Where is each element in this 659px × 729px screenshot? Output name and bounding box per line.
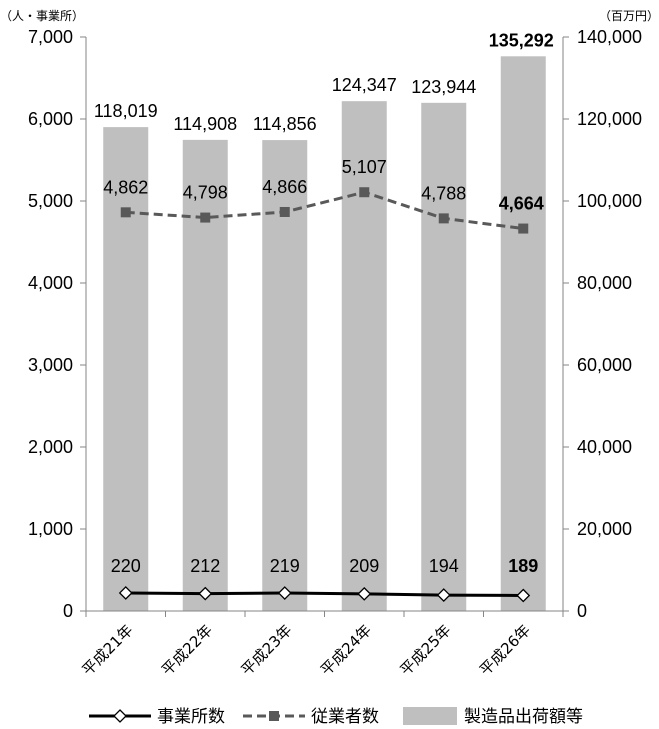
bar-data-label: 114,908 [173, 114, 237, 134]
legend-label-employees: 従業者数 [311, 707, 379, 727]
x-tick-label: 平成21年 [79, 621, 137, 679]
marker-establishments-5 [436, 588, 451, 603]
right-tick-label: 80,000 [577, 273, 632, 293]
legend-marker-employees [269, 711, 279, 721]
x-tick-label: 平成26年 [476, 621, 534, 679]
x-tick-label: 平成24年 [317, 621, 375, 679]
bar-data-label: 118,019 [94, 101, 158, 121]
legend-swatch-shipments [403, 707, 457, 725]
left-tick-label: 6,000 [28, 109, 73, 129]
left-tick-label: 0 [63, 601, 73, 621]
marker-establishments-4 [357, 586, 372, 601]
lines-layer [118, 187, 531, 603]
line-employees [125, 190, 524, 231]
establishments-data-label: 209 [349, 556, 379, 576]
establishments-data-label: 219 [270, 556, 300, 576]
marker-employees-1 [120, 207, 131, 218]
employees-data-label: 4,862 [103, 177, 148, 197]
right-axis-unit: （百万円） [599, 9, 659, 23]
marker-establishments-3 [277, 586, 292, 600]
left-tick-label: 5,000 [28, 191, 73, 211]
bar-shipment-2 [182, 139, 228, 611]
bar-data-label: 135,292 [489, 30, 554, 50]
bar-shipment-5 [421, 102, 467, 612]
labels-layer: 118,019 114,908 114,856 124,347 123,944 135,2… [94, 30, 554, 576]
marker-employees-5 [438, 213, 449, 224]
marker-establishments-6 [516, 588, 531, 603]
employees-data-label: 4,866 [262, 177, 307, 197]
right-tick-label: 120,000 [577, 109, 642, 129]
establishments-data-label: 194 [429, 556, 459, 576]
legend-label-establishments: 事業所数 [157, 707, 225, 727]
bar-shipment-4 [341, 101, 387, 611]
left-axis-unit: （人・事業所） [0, 9, 84, 23]
left-tick-label: 7,000 [28, 27, 73, 47]
left-tick-label: 3,000 [28, 355, 73, 375]
legend-marker-establishments [113, 709, 127, 723]
right-tick-label: 20,000 [577, 519, 632, 539]
marker-employees-2 [200, 212, 211, 223]
right-tick-label: 60,000 [577, 355, 632, 375]
establishments-data-label: 212 [190, 556, 220, 576]
employees-data-label: 4,664 [499, 194, 544, 214]
marker-employees-4 [359, 187, 370, 198]
marker-employees-3 [279, 206, 290, 217]
line-establishments [125, 591, 524, 598]
bars-layer [103, 56, 546, 612]
right-tick-label: 100,000 [577, 191, 642, 211]
x-tick-label: 平成23年 [238, 621, 296, 679]
marker-establishments-2 [198, 586, 213, 601]
bar-data-label: 114,856 [253, 114, 317, 134]
employees-data-label: 5,107 [342, 157, 387, 177]
bar-data-label: 124,347 [332, 75, 397, 95]
employees-data-label: 4,788 [421, 183, 466, 203]
legend-label-shipments: 製造品出荷額等 [464, 707, 583, 727]
employees-data-label: 4,798 [183, 183, 228, 203]
bar-data-label: 123,944 [411, 77, 476, 97]
left-tick-label: 1,000 [28, 519, 73, 539]
right-tick-label: 40,000 [577, 437, 632, 457]
bar-shipment-3 [262, 140, 308, 611]
bar-shipment-1 [103, 127, 149, 611]
marker-establishments-1 [118, 586, 133, 600]
left-tick-label: 4,000 [28, 273, 73, 293]
marker-employees-6 [518, 223, 529, 234]
right-tick-label: 140,000 [577, 27, 642, 47]
x-tick-label: 平成25年 [397, 621, 455, 679]
bar-shipment-6 [500, 56, 546, 612]
left-tick-label: 2,000 [28, 437, 73, 457]
x-tick-label: 平成22年 [158, 621, 216, 679]
legend: 事業所数 従業者数 製造品出荷額等 [89, 707, 583, 727]
establishments-data-label: 189 [508, 556, 538, 576]
establishments-data-label: 220 [111, 556, 141, 576]
right-tick-label: 0 [577, 601, 587, 621]
